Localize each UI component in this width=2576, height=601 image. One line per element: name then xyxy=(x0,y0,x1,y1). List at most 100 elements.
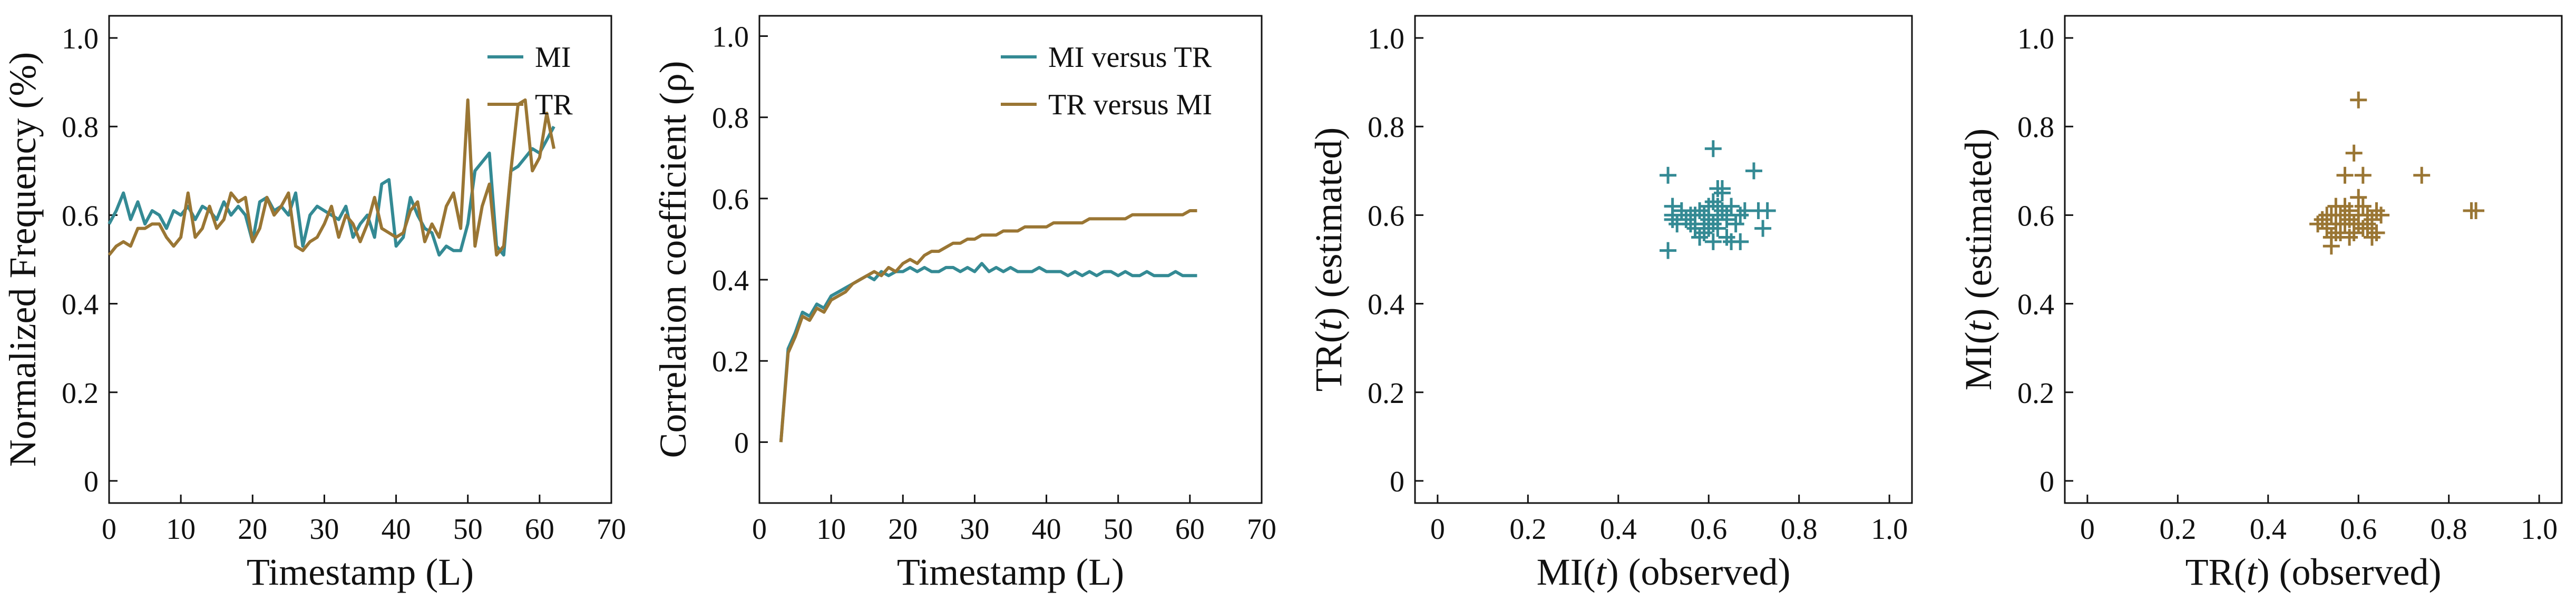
plot-frame xyxy=(1414,15,1913,504)
x-tick-label: 30 xyxy=(960,513,989,546)
x-tick-label: 0.6 xyxy=(1690,513,1727,546)
scatter-point xyxy=(2331,215,2349,233)
x-tick-label: 70 xyxy=(1247,513,1276,546)
scatter-point xyxy=(1713,202,1731,219)
scatter-point xyxy=(1691,229,1709,246)
scatter-point xyxy=(2345,224,2363,242)
scatter-point xyxy=(2354,198,2372,215)
y-tick-label: 0.8 xyxy=(2017,111,2054,144)
y-tick-label: 0 xyxy=(2040,466,2054,498)
x-tick-label: 0 xyxy=(1430,513,1445,546)
y-tick-label: 1.0 xyxy=(62,23,99,55)
x-tick-label: 1.0 xyxy=(2521,513,2558,546)
y-tick-label: 0.8 xyxy=(1368,111,1404,144)
y-tick-label: 0.6 xyxy=(2017,200,2054,232)
x-axis-title: Timestamp (L) xyxy=(897,551,1124,593)
y-tick-label: 0.8 xyxy=(712,102,749,135)
x-tick-label: 70 xyxy=(597,513,626,546)
scatter-point xyxy=(2350,91,2367,109)
scatter-point xyxy=(2350,189,2367,206)
plot-frame xyxy=(108,15,612,504)
scatter-point xyxy=(1704,193,1722,211)
scatter-point xyxy=(2345,144,2363,162)
y-tick-label: 0.8 xyxy=(62,111,99,144)
y-tick-label: 0.6 xyxy=(1368,200,1404,232)
scatter-point xyxy=(1660,242,1677,259)
scatter-point xyxy=(1713,180,1731,197)
scatter-point xyxy=(1673,202,1690,219)
series-line-2 xyxy=(108,98,556,257)
x-tick-label: 20 xyxy=(888,513,918,546)
x-tick-label: 0 xyxy=(102,513,116,546)
scatter-point xyxy=(2373,206,2390,224)
scatter-point xyxy=(1732,206,1749,224)
x-tick-label: 10 xyxy=(166,513,196,546)
legend-label: MI xyxy=(535,41,571,74)
y-tick-label: 1.0 xyxy=(1368,23,1404,55)
scatter-point xyxy=(1691,202,1709,219)
legend: MI TR xyxy=(487,41,573,121)
y-tick-label: 1.0 xyxy=(712,21,749,54)
x-tick-label: 0 xyxy=(2080,513,2095,546)
legend: MI versus TR TR versus MI xyxy=(1001,41,1212,121)
panel-1: 0 10 20 30 40 50 60 70 0 0.2 0.4 0.6 0.8 1.0 Timestamp… xyxy=(2,15,626,593)
scatter-point xyxy=(2413,166,2431,184)
scatter-point xyxy=(2336,166,2354,184)
panel-3: 0 0.2 0.4 0.6 0.8 1.0 0 0.2 0.4 0.6 0.8 1.0 MI(t) (o… xyxy=(1307,15,1913,593)
y-tick-label: 0.6 xyxy=(712,183,749,216)
plot-frame xyxy=(758,15,1263,504)
y-tick-label: 0.4 xyxy=(62,289,99,321)
y-tick-label: 0.4 xyxy=(712,264,749,297)
scatter-point xyxy=(1660,166,1677,184)
y-axis-title: TR(t) (estimated) xyxy=(1307,127,1350,392)
scatter-point xyxy=(1704,140,1722,157)
legend-label: MI versus TR xyxy=(1048,41,1212,74)
plot-frame xyxy=(2064,15,2563,504)
scatter-point xyxy=(1700,211,1718,228)
x-tick-label: 0.4 xyxy=(2250,513,2287,546)
x-axis-title: MI(t) (observed) xyxy=(1537,551,1791,593)
scatter-point xyxy=(1754,220,1772,237)
scatter-point xyxy=(1704,233,1722,250)
scatter-point xyxy=(2341,229,2358,246)
y-tick-label: 0 xyxy=(84,466,99,498)
series-line-1 xyxy=(108,125,555,257)
x-tick-label: 0.8 xyxy=(1781,513,1818,546)
scatter-point xyxy=(1759,202,1776,219)
y-tick-label: 0 xyxy=(734,427,749,459)
scatter-point xyxy=(1727,215,1744,233)
y-tick-label: 0.6 xyxy=(62,200,99,232)
scatter-series xyxy=(2309,91,2485,255)
y-tick-label: 1.0 xyxy=(2017,23,2054,55)
scatter-point xyxy=(1718,229,1735,246)
scatter-point xyxy=(1709,198,1726,215)
scatter-point xyxy=(1718,211,1735,228)
x-tick-label: 1.0 xyxy=(1871,513,1908,546)
scatter-point xyxy=(2323,229,2340,246)
scatter-point xyxy=(2363,211,2380,228)
x-tick-label: 60 xyxy=(525,513,554,546)
scatter-point xyxy=(2318,206,2336,224)
x-tick-label: 50 xyxy=(453,513,483,546)
y-tick-label: 0.2 xyxy=(2017,377,2054,410)
scatter-point xyxy=(2309,215,2327,233)
x-tick-label: 0.8 xyxy=(2431,513,2467,546)
y-axis-title: MI(t) (estimated) xyxy=(1957,129,1999,391)
series-line-2 xyxy=(779,209,1197,442)
y-tick-label: 0.2 xyxy=(712,346,749,378)
legend-label: TR versus MI xyxy=(1048,88,1212,121)
scatter-point xyxy=(2368,224,2385,242)
legend-label: TR xyxy=(535,88,573,121)
x-tick-label: 50 xyxy=(1104,513,1133,546)
x-axis-title: TR(t) (observed) xyxy=(2185,551,2442,593)
y-tick-label: 0 xyxy=(1390,466,1404,498)
scatter-point xyxy=(1686,206,1704,224)
x-tick-label: 40 xyxy=(382,513,411,546)
panel-2: 0 10 20 30 40 50 60 70 0 0.2 0.4 0.6 0.8 1.0 Timestamp… xyxy=(652,15,1276,593)
scatter-point xyxy=(2467,202,2485,219)
y-tick-label: 0.4 xyxy=(2017,289,2054,321)
x-tick-label: 40 xyxy=(1032,513,1061,546)
x-tick-label: 0.2 xyxy=(2159,513,2196,546)
scatter-point xyxy=(2336,198,2354,215)
